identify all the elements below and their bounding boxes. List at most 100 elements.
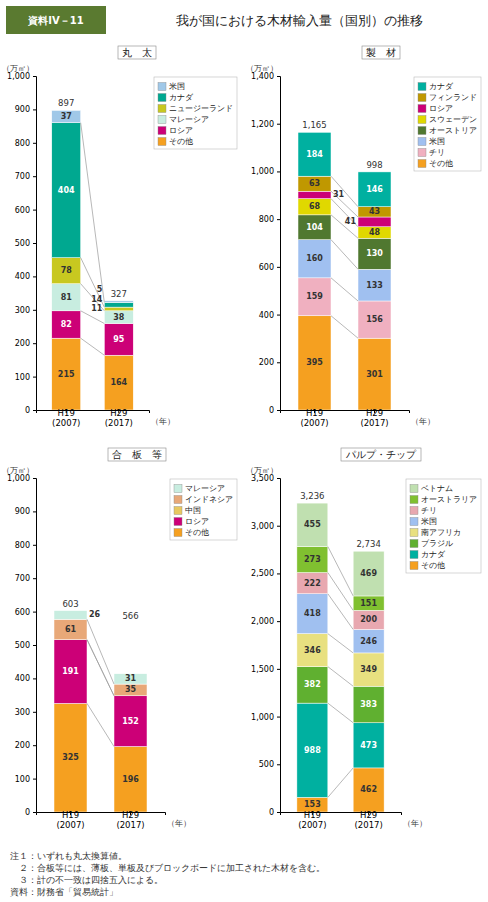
y-tick-mark bbox=[277, 621, 280, 622]
y-tick: 0 bbox=[269, 808, 280, 817]
bar-series bbox=[52, 110, 133, 302]
bar-segment bbox=[358, 338, 391, 410]
header-label-box bbox=[6, 6, 106, 34]
chart: ベトナムオーストラリアチリ米国南アフリカブラジルカナダその他05001,0001… bbox=[246, 448, 481, 830]
bar-series bbox=[297, 634, 384, 687]
y-tick: 1,000 bbox=[251, 167, 280, 176]
legend: マレーシアインドネシア中国ロシアその他 bbox=[170, 479, 237, 540]
legend-item: ロシア bbox=[418, 104, 453, 113]
data-label: 11 bbox=[91, 304, 103, 313]
legend-label: カナダ bbox=[429, 82, 454, 91]
connector-line bbox=[328, 768, 353, 797]
y-tick-mark bbox=[33, 410, 36, 411]
x-tick: H19(2007) bbox=[300, 408, 328, 428]
y-tick: 800 bbox=[259, 215, 280, 224]
legend-item: 米国 bbox=[418, 137, 445, 146]
legend-frame bbox=[170, 479, 237, 540]
legend-swatch bbox=[158, 105, 166, 113]
legend-swatch bbox=[410, 540, 418, 548]
y-tick-label: 600 bbox=[15, 608, 30, 617]
legend-swatch bbox=[410, 496, 418, 504]
legend-item: カナダ bbox=[410, 550, 446, 559]
legend-swatch bbox=[418, 149, 426, 157]
bar-segment bbox=[353, 653, 384, 686]
note: 資料：財務省「貿易統計」 bbox=[10, 887, 118, 897]
data-label: 455 bbox=[304, 520, 321, 529]
bar-segment bbox=[52, 258, 81, 284]
y-tick-label: 800 bbox=[259, 215, 274, 224]
bar-segment bbox=[298, 199, 331, 215]
legend-item: マレーシア bbox=[158, 115, 209, 124]
connector-line bbox=[331, 176, 358, 207]
y-tick-mark bbox=[277, 764, 280, 765]
data-label: 14 bbox=[91, 295, 103, 304]
x-axis: H19(2007)H29(2017) bbox=[37, 810, 166, 830]
legend-swatch bbox=[158, 127, 166, 135]
data-label: 104 bbox=[306, 223, 323, 232]
data-label: 31 bbox=[125, 674, 137, 683]
bar-segment bbox=[104, 302, 133, 307]
bar-segment bbox=[104, 311, 133, 324]
legend-item: オーストラリア bbox=[410, 495, 477, 504]
y-axis-line bbox=[33, 479, 37, 813]
data-label: 61 bbox=[65, 625, 77, 634]
data-label: 153 bbox=[304, 800, 321, 809]
total-label: 603 bbox=[62, 599, 78, 609]
connector-line bbox=[331, 240, 358, 270]
data-label: 418 bbox=[304, 609, 321, 618]
bar-series bbox=[54, 619, 147, 695]
legend-label: チリ bbox=[429, 148, 445, 157]
legend-label: チリ bbox=[421, 506, 437, 515]
legend-swatch bbox=[410, 518, 418, 526]
legend-swatch bbox=[418, 138, 426, 146]
y-tick-label: 1,000 bbox=[7, 72, 30, 81]
chart: 米国カナダニュージーランドマレーシアロシアその他0100200300400500… bbox=[2, 46, 237, 428]
data-label: 95 bbox=[113, 335, 125, 344]
bar-series bbox=[297, 503, 384, 596]
y-tick-mark bbox=[277, 526, 280, 527]
x-tick-label: H29(2017) bbox=[105, 408, 133, 428]
y-tick-label: 800 bbox=[15, 541, 30, 550]
bar-segment bbox=[114, 747, 147, 812]
total-label: 327 bbox=[111, 289, 127, 299]
y-tick-label: 2,500 bbox=[251, 569, 274, 578]
legend-swatch bbox=[410, 507, 418, 515]
connector-line bbox=[331, 316, 358, 338]
legend-item: ブラジル bbox=[410, 539, 453, 548]
bar-series bbox=[54, 611, 147, 684]
y-tick-label: 1,000 bbox=[251, 713, 274, 722]
data-label: 130 bbox=[366, 249, 383, 258]
data-label: 222 bbox=[304, 579, 321, 588]
y-tick-mark bbox=[277, 124, 280, 125]
y-tick: 0 bbox=[269, 406, 280, 415]
x-tick: H29(2017) bbox=[116, 810, 144, 830]
legend: 米国カナダニュージーランドマレーシアロシアその他 bbox=[154, 77, 237, 149]
data-label: 146 bbox=[366, 185, 383, 194]
legend-item: 米国 bbox=[158, 82, 185, 91]
legend-item: 中国 bbox=[174, 506, 201, 515]
y-tick-label: 100 bbox=[15, 775, 30, 784]
y-tick-label: 900 bbox=[15, 507, 30, 516]
total-label: 998 bbox=[366, 160, 382, 170]
y-tick: 3,000 bbox=[251, 522, 280, 531]
legend-item: ロシア bbox=[174, 517, 209, 526]
legend-swatch bbox=[174, 518, 182, 526]
y-tick: 2,000 bbox=[251, 617, 280, 626]
x-axis-line bbox=[281, 411, 410, 414]
total-label: 2,734 bbox=[356, 539, 380, 549]
y-tick-mark bbox=[33, 176, 36, 177]
bar-segment bbox=[298, 316, 331, 410]
legend-swatch bbox=[410, 562, 418, 570]
legend-swatch bbox=[158, 94, 166, 102]
connector-line bbox=[87, 703, 114, 746]
data-label: 196 bbox=[122, 775, 139, 784]
bar-segment bbox=[54, 703, 87, 812]
connector-line bbox=[328, 547, 353, 596]
chart-title: 製 材 bbox=[366, 47, 396, 58]
y-tick: 1,000 bbox=[7, 72, 36, 81]
y-tick: 700 bbox=[15, 574, 36, 583]
data-label: 246 bbox=[360, 637, 377, 646]
connector-line bbox=[87, 640, 114, 696]
data-label: 325 bbox=[62, 753, 79, 762]
chart-title-box bbox=[108, 448, 166, 461]
